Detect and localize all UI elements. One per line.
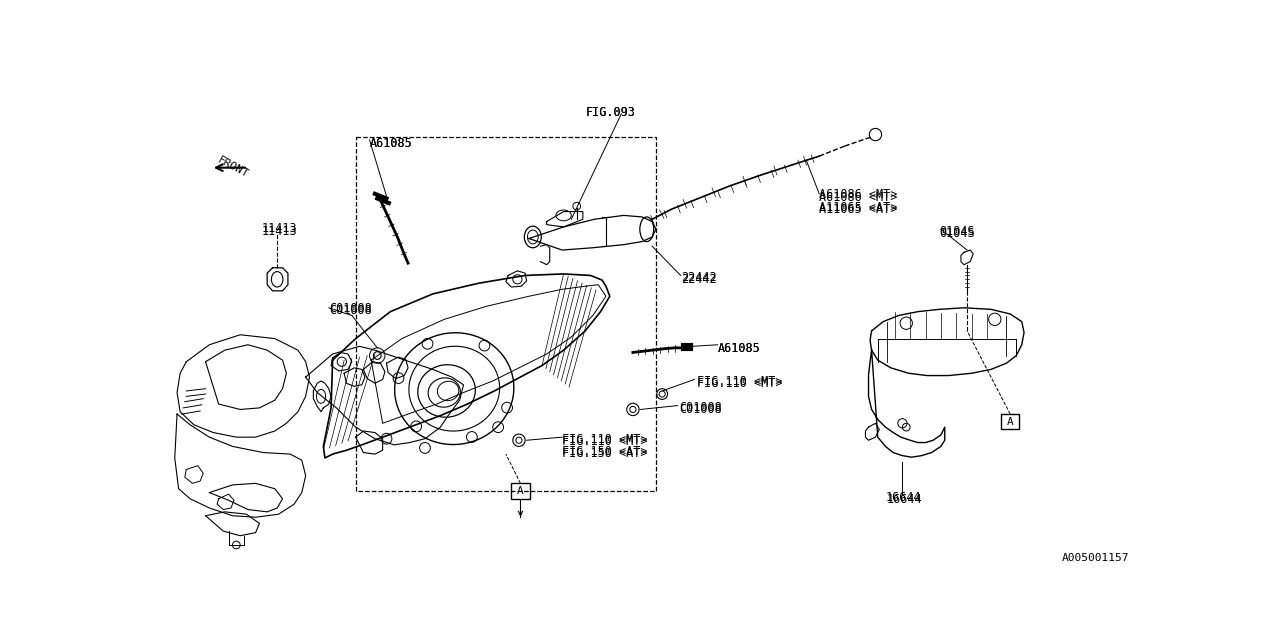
Text: FIG.093: FIG.093 xyxy=(585,106,635,119)
Text: C01008: C01008 xyxy=(680,401,722,414)
Text: A61085: A61085 xyxy=(370,137,412,150)
Text: A61085: A61085 xyxy=(718,342,760,355)
Bar xyxy=(511,483,530,499)
Text: FIG.110 <MT>: FIG.110 <MT> xyxy=(696,375,782,388)
Text: A11065 <AT>: A11065 <AT> xyxy=(819,203,897,216)
Text: 16644: 16644 xyxy=(886,491,922,504)
Text: A: A xyxy=(1007,417,1014,427)
Bar xyxy=(356,137,657,491)
Text: FRONT: FRONT xyxy=(215,156,250,180)
Text: A11065 <AT>: A11065 <AT> xyxy=(819,201,897,214)
Text: 16644: 16644 xyxy=(887,493,923,506)
Text: 0104S: 0104S xyxy=(940,227,975,240)
Text: FIG.110 <MT>: FIG.110 <MT> xyxy=(696,377,782,390)
Text: FIG.110 <MT>: FIG.110 <MT> xyxy=(562,435,648,448)
Text: A61086 <MT>: A61086 <MT> xyxy=(819,188,897,202)
Text: 0104S: 0104S xyxy=(940,225,975,237)
Bar xyxy=(1001,414,1019,429)
Text: 11413: 11413 xyxy=(262,225,297,237)
Text: C01008: C01008 xyxy=(680,403,722,416)
Text: A61086 <MT>: A61086 <MT> xyxy=(819,191,897,204)
Text: FIG.150 <AT>: FIG.150 <AT> xyxy=(562,445,648,458)
Text: C01008: C01008 xyxy=(329,304,371,317)
Text: A: A xyxy=(517,486,524,496)
Text: FIG.150 <AT>: FIG.150 <AT> xyxy=(562,447,648,460)
Text: FIG.110 <MT>: FIG.110 <MT> xyxy=(562,433,648,445)
Text: 22442: 22442 xyxy=(681,273,717,286)
Text: A61085: A61085 xyxy=(718,342,760,355)
Text: FIG.093: FIG.093 xyxy=(585,106,635,119)
Text: 11413: 11413 xyxy=(262,221,297,234)
Text: A61085: A61085 xyxy=(370,137,412,150)
Text: C01008: C01008 xyxy=(329,301,371,315)
Text: A005001157: A005001157 xyxy=(1062,553,1129,563)
Text: 22442: 22442 xyxy=(681,271,717,284)
